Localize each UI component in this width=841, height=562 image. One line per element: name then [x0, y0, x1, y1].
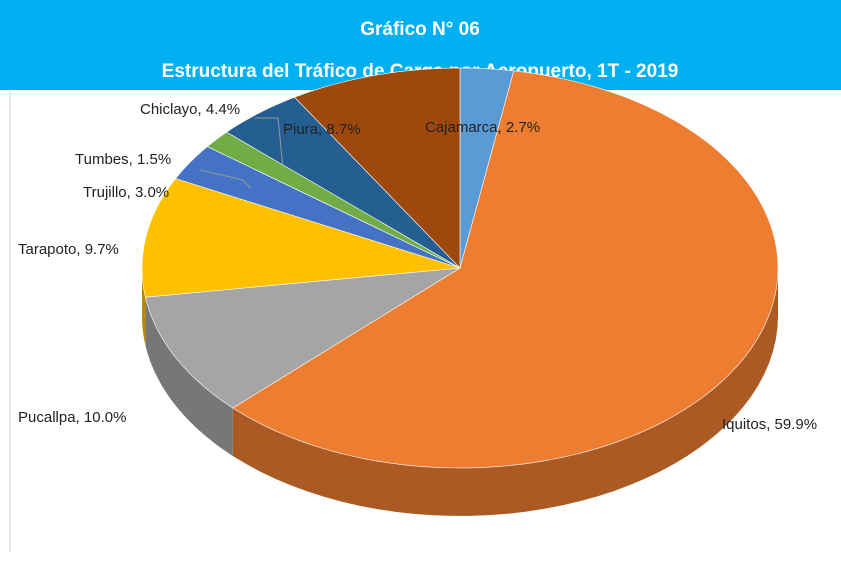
- data-label: Trujillo, 3.0%: [83, 184, 169, 201]
- pie-slice-side: [142, 268, 146, 346]
- pie-slice: [175, 146, 461, 269]
- pie-slice: [226, 96, 461, 269]
- pie-slice: [141, 178, 461, 298]
- leader-line: [255, 117, 284, 169]
- data-label: Tumbes, 1.5%: [75, 151, 171, 168]
- data-label: Tarapoto, 9.7%: [18, 241, 119, 258]
- pie-slice: [232, 70, 779, 469]
- chart-title: Gráfico N° 06: [360, 19, 480, 40]
- data-label: Pucallpa, 10.0%: [18, 409, 126, 426]
- pie-slice-side: [232, 268, 779, 516]
- data-label: Chiclayo, 4.4%: [140, 101, 240, 118]
- leader-line: [199, 169, 251, 189]
- data-label: Cajamarca, 2.7%: [425, 119, 540, 136]
- pie-slice: [145, 267, 461, 409]
- pie-slice: [294, 67, 461, 269]
- pie-slice-side: [145, 297, 233, 456]
- data-label: Piura, 8.7%: [283, 121, 361, 138]
- pie: [141, 67, 779, 516]
- data-label: Iquitos, 59.9%: [722, 416, 817, 433]
